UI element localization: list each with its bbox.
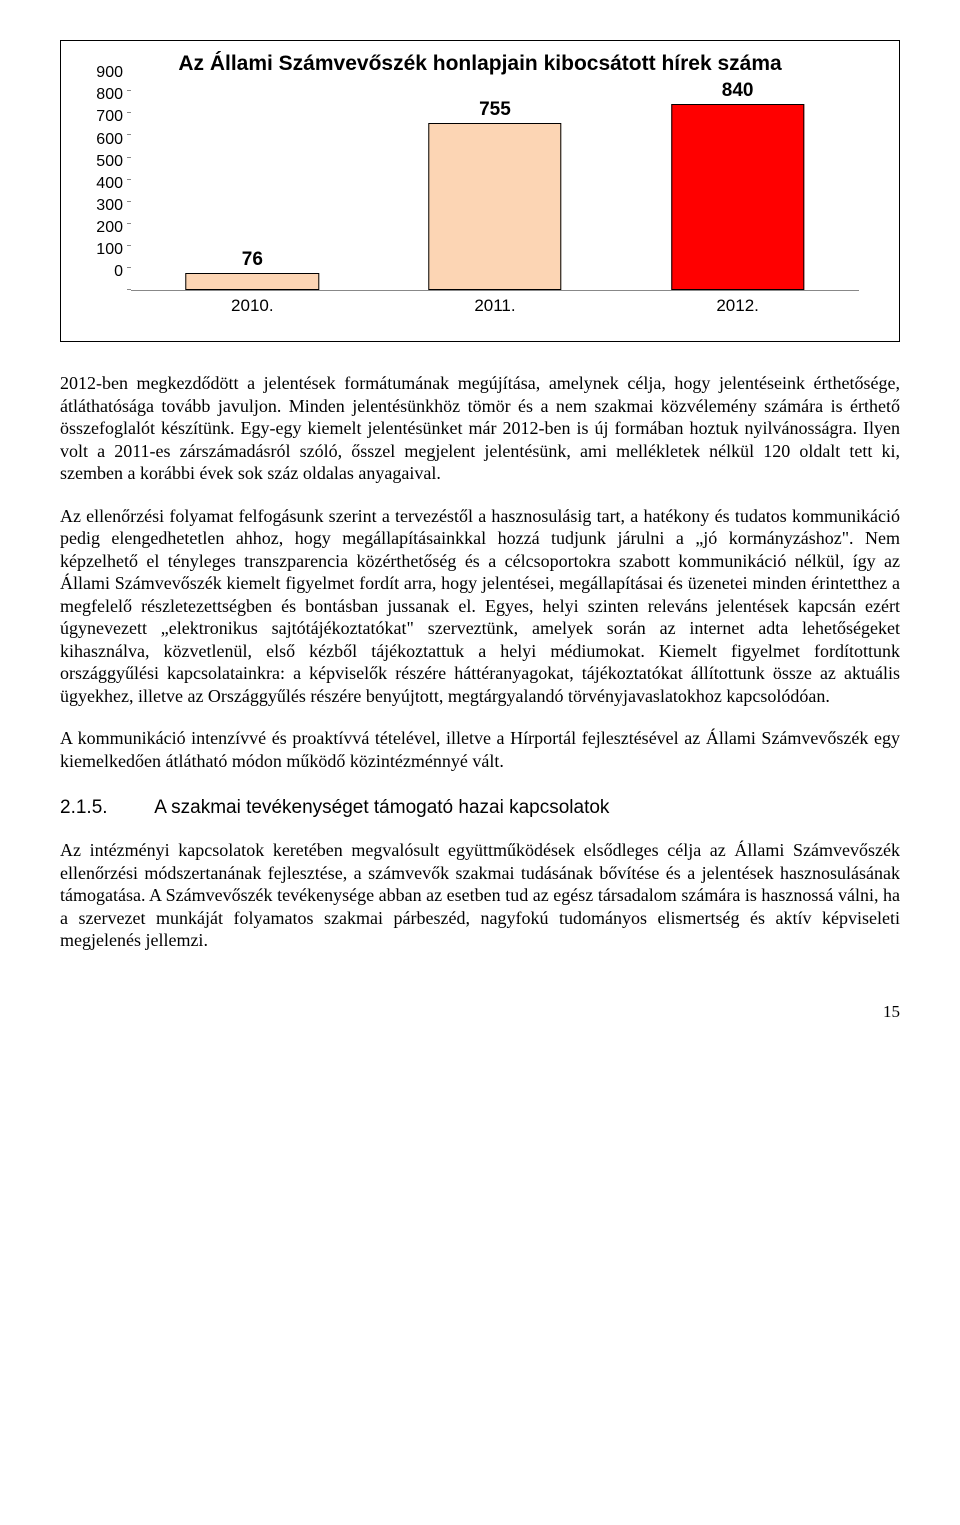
chart-ytick: 900 (83, 64, 123, 82)
chart-ytick: 400 (83, 175, 123, 193)
chart-ytick: 200 (83, 219, 123, 237)
chart-xlabel: 2010. (131, 296, 374, 316)
chart-ytick: 300 (83, 197, 123, 215)
chart-title: Az Állami Számvevőszék honlapjain kibocs… (81, 51, 879, 76)
paragraph-4: Az intézményi kapcsolatok keretében megv… (60, 839, 900, 952)
chart-bar-slot: 76 (131, 91, 374, 290)
chart-bar (428, 123, 561, 290)
chart-bar-value: 840 (616, 80, 859, 104)
chart-ytick: 0 (83, 263, 123, 281)
chart-xlabel: 2011. (374, 296, 617, 316)
chart-area: 010020030040050060070080090076755840 201… (131, 91, 859, 321)
chart-bar-slot: 755 (374, 91, 617, 290)
chart-ytick: 500 (83, 153, 123, 171)
paragraph-1: 2012-ben megkezdődött a jelentések formá… (60, 372, 900, 485)
chart-ytick: 600 (83, 131, 123, 149)
chart-ytick: 800 (83, 86, 123, 104)
section-heading: 2.1.5. A szakmai tevékenységet támogató … (60, 797, 900, 819)
chart-xlabels: 2010.2011.2012. (131, 291, 859, 321)
chart-ytick: 100 (83, 241, 123, 259)
chart-container: Az Állami Számvevőszék honlapjain kibocs… (60, 40, 900, 342)
section-number: 2.1.5. (60, 797, 150, 819)
chart-plot: 010020030040050060070080090076755840 (131, 91, 859, 291)
page-number: 15 (60, 1002, 900, 1022)
chart-bar (186, 273, 319, 290)
paragraph-3: A kommunikáció intenzívvé és proaktívvá … (60, 727, 900, 772)
section-title: A szakmai tevékenységet támogató hazai k… (154, 797, 609, 818)
chart-bar-value: 755 (374, 99, 617, 123)
chart-xlabel: 2012. (616, 296, 859, 316)
chart-bar-value: 76 (131, 249, 374, 273)
chart-bar-slot: 840 (616, 91, 859, 290)
paragraph-2: Az ellenőrzési folyamat felfogásunk szer… (60, 505, 900, 708)
chart-ytick: 700 (83, 108, 123, 126)
chart-bar (671, 104, 804, 290)
